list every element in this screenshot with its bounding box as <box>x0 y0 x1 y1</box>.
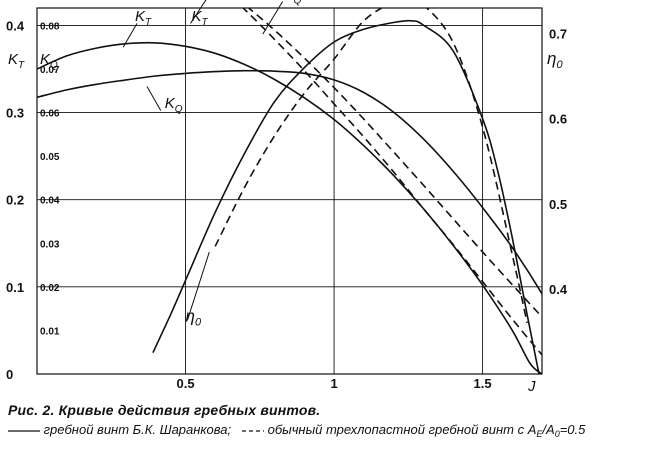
x-axis-label: J <box>527 378 536 395</box>
y-axis-label-kq: KQ <box>40 51 58 71</box>
kt-tick-label: 0.1 <box>6 280 24 295</box>
figure-caption: Рис. 2. Кривые действия гребных винтов. … <box>8 402 658 439</box>
series-eta-solid <box>152 19 540 374</box>
series-eta-dashed <box>214 8 528 324</box>
curves <box>37 8 542 374</box>
curve-label-leader-1 <box>146 86 162 111</box>
curve-label-leader-4 <box>187 251 210 320</box>
kt-tick-label: 0.3 <box>6 106 24 121</box>
kt-tick-label: 0.4 <box>6 18 25 33</box>
legend-solid-label: гребной винт Б.К. Шаранкова; <box>43 422 232 437</box>
eta-tick-label: 0.7 <box>549 27 567 42</box>
series-kq-dashed <box>247 8 542 319</box>
kq-tick-label: 0.05 <box>40 152 60 163</box>
grid-lines <box>37 8 542 374</box>
kq-tick-label: 0.06 <box>40 109 60 120</box>
curve-label-2: KT <box>191 8 208 28</box>
curve-labels: KT KQ KT KQ η0 <box>122 0 302 329</box>
kq-tick-label: 0.02 <box>40 283 60 294</box>
legend-solid-swatch <box>8 429 40 432</box>
plot-frame <box>36 7 543 375</box>
curve-label-1: KQ <box>165 95 183 115</box>
y-axis-label-eta: η0 <box>547 49 563 71</box>
eta-tick-label: 0.5 <box>549 197 567 212</box>
y-axis-label-kt: KT <box>8 51 25 71</box>
kt-tick-label: 0 <box>6 367 13 382</box>
eta-tick-label: 0.4 <box>549 282 568 297</box>
legend-dashed-label: обычный трехлопастной гребной винт с AE/… <box>267 422 586 439</box>
kq-tick-label: 0.08 <box>40 21 60 32</box>
x-tick-label: 1 <box>330 376 337 391</box>
curve-label-leader-0 <box>122 23 138 48</box>
series-kt-dashed <box>241 8 542 357</box>
curve-label-3: KQ <box>284 0 302 6</box>
caption-title: Рис. 2. Кривые действия гребных винтов. <box>8 402 321 418</box>
curve-label-4: η0 <box>186 307 202 329</box>
legend: гребной винт Б.К. Шаранкова; обычный тре… <box>8 422 658 439</box>
tick-labels: 0.5 1 1.5 0 0.1 0.2 0.3 0.4 0.01 0.02 0.03 0.04 0.05… <box>6 18 568 391</box>
eta-tick-label: 0.6 <box>549 112 567 127</box>
curve-label-leader-2 <box>190 0 207 24</box>
propeller-performance-chart: 0.5 1 1.5 0 0.1 0.2 0.3 0.4 0.01 0.02 0.03 0.04 0.05… <box>6 0 568 395</box>
kq-tick-label: 0.03 <box>40 239 60 250</box>
series-kq-solid <box>37 69 542 296</box>
kt-tick-label: 0.2 <box>6 193 24 208</box>
legend-dashed-swatch <box>241 429 264 432</box>
kq-tick-label: 0.07 <box>40 65 60 76</box>
x-tick-label: 1.5 <box>474 376 492 391</box>
kq-tick-label: 0.01 <box>40 326 60 337</box>
x-tick-label: 0.5 <box>176 376 194 391</box>
curve-label-0: KT <box>135 8 152 28</box>
kq-tick-label: 0.04 <box>40 196 60 207</box>
series-kt-solid <box>37 41 542 374</box>
curve-label-leader-3 <box>262 1 284 35</box>
